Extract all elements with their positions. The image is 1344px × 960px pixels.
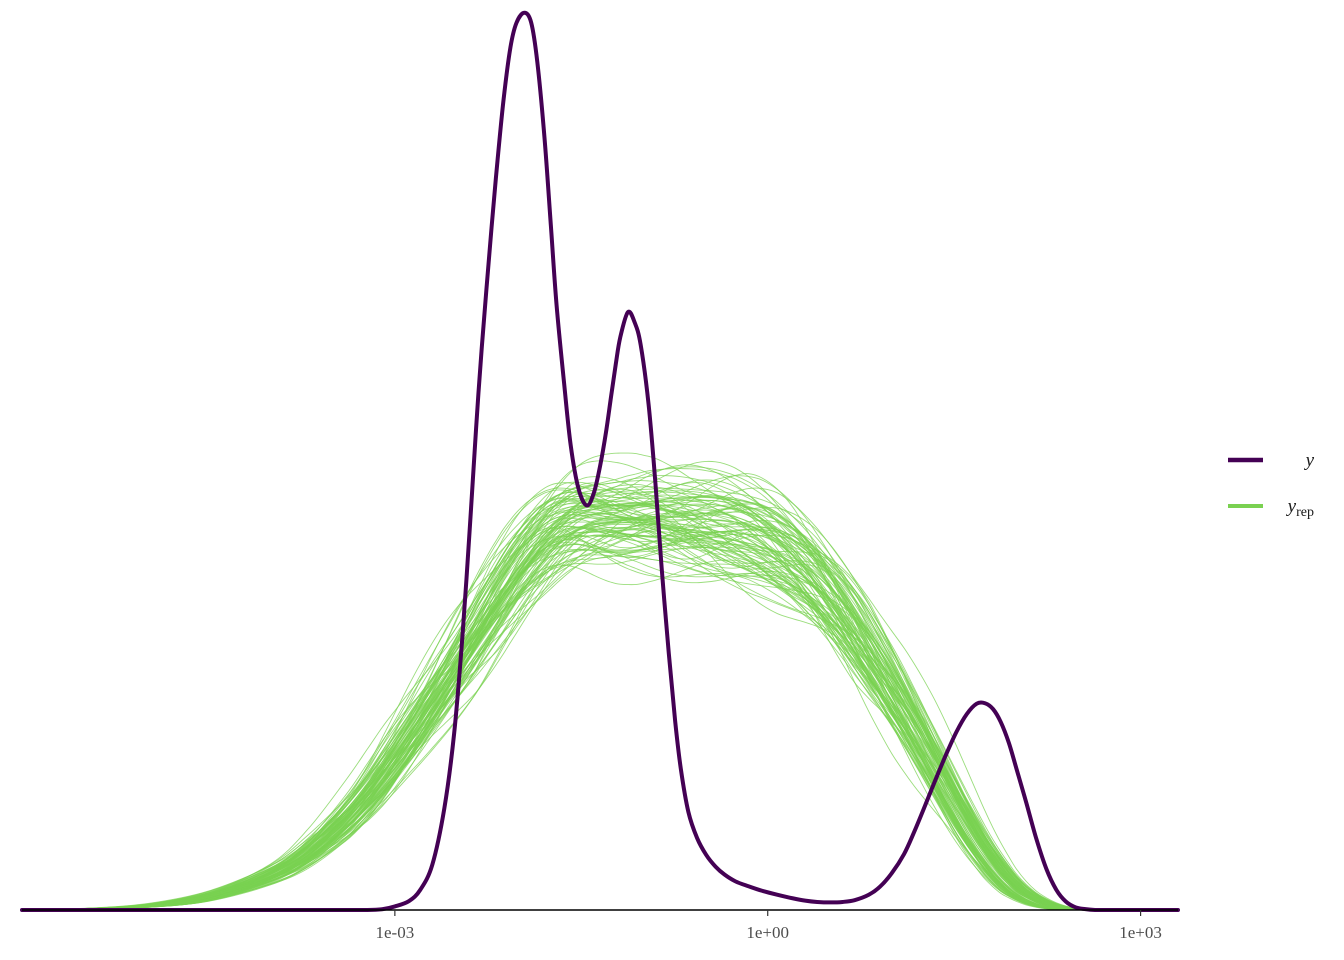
- yrep-density-line: [21, 519, 1178, 911]
- yrep-density-line: [21, 498, 1178, 911]
- yrep-density-line: [21, 525, 1178, 911]
- yrep-density-line: [21, 528, 1178, 911]
- yrep-density-line: [21, 498, 1178, 911]
- legend-label-y: y: [1304, 450, 1315, 471]
- yrep-density-line: [21, 512, 1178, 911]
- legend: y yrep: [1228, 450, 1315, 520]
- yrep-density-line: [21, 526, 1178, 911]
- yrep-density-line: [21, 526, 1178, 911]
- yrep-density-line: [21, 518, 1178, 911]
- yrep-density-line: [21, 515, 1178, 911]
- yrep-density-line: [21, 521, 1178, 911]
- yrep-density-line: [21, 521, 1178, 911]
- yrep-density-line: [21, 495, 1178, 911]
- yrep-density-line: [21, 523, 1178, 911]
- yrep-density-line: [21, 527, 1178, 911]
- yrep-density-line: [21, 487, 1178, 911]
- yrep-density-line: [21, 535, 1178, 911]
- yrep-density-line: [21, 539, 1178, 911]
- yrep-density-line: [21, 535, 1178, 911]
- x-tick-label: 1e-03: [376, 923, 415, 942]
- yrep-density-line: [21, 499, 1178, 911]
- yrep-density-line: [21, 528, 1178, 911]
- yrep-density-line: [21, 525, 1178, 911]
- yrep-density-line: [21, 520, 1178, 911]
- y-density-line: [20, 10, 1180, 913]
- yrep-density-line: [21, 479, 1178, 911]
- yrep-density-line: [21, 528, 1178, 911]
- yrep-density-line: [21, 496, 1178, 911]
- yrep-density-line: [21, 523, 1178, 911]
- yrep-density-line: [21, 534, 1178, 911]
- y-series-group: [20, 10, 1180, 913]
- yrep-density-line: [21, 480, 1178, 911]
- yrep-density-line: [21, 513, 1178, 911]
- x-tick-label: 1e+00: [746, 923, 789, 942]
- yrep-density-line: [21, 514, 1178, 911]
- yrep-series-group: [21, 452, 1178, 911]
- yrep-density-line: [21, 522, 1178, 911]
- yrep-density-line: [21, 481, 1178, 911]
- yrep-density-line: [21, 533, 1178, 911]
- yrep-density-line: [21, 531, 1178, 911]
- yrep-density-line: [21, 531, 1178, 911]
- yrep-density-line: [21, 525, 1178, 911]
- yrep-density-line: [21, 512, 1178, 911]
- yrep-density-line: [21, 559, 1178, 911]
- yrep-density-line: [21, 494, 1178, 911]
- yrep-density-line: [21, 486, 1178, 911]
- yrep-density-line: [21, 519, 1178, 911]
- yrep-density-line: [21, 487, 1178, 911]
- yrep-density-line: [21, 476, 1178, 911]
- yrep-density-line: [21, 498, 1178, 911]
- legend-label-yrep: yrep: [1286, 496, 1314, 520]
- yrep-density-line: [21, 466, 1178, 911]
- yrep-density-line: [21, 511, 1178, 911]
- yrep-density-line: [21, 539, 1178, 911]
- yrep-density-line: [21, 529, 1178, 911]
- yrep-density-line: [21, 527, 1178, 911]
- yrep-density-line: [21, 534, 1178, 911]
- yrep-density-line: [21, 516, 1178, 911]
- yrep-density-line: [21, 526, 1178, 911]
- yrep-density-line: [21, 527, 1178, 911]
- yrep-density-line: [21, 512, 1178, 911]
- yrep-density-line: [21, 530, 1178, 911]
- x-tick-label: 1e+03: [1119, 923, 1162, 942]
- x-axis: 1e-03 1e+00 1e+03: [22, 909, 1178, 942]
